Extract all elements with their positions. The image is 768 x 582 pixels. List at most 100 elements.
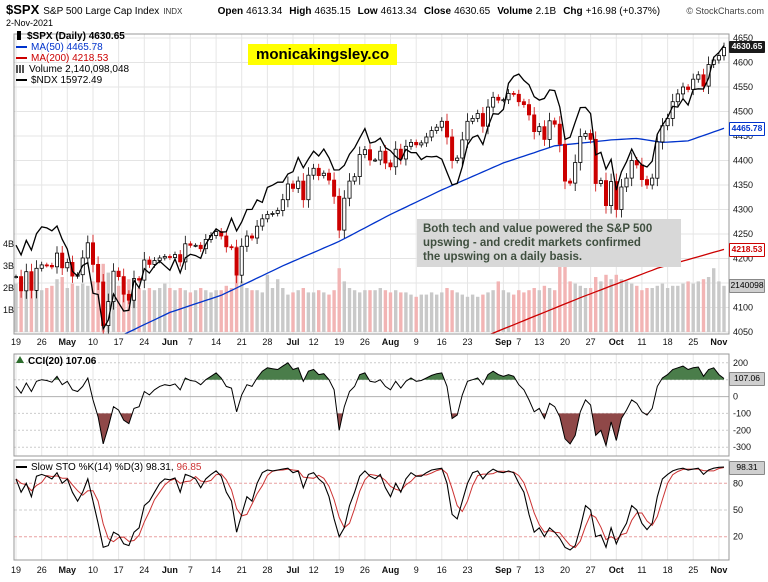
svg-text:Jul: Jul	[286, 337, 299, 347]
svg-text:28: 28	[262, 565, 272, 575]
legend-ndx: $NDX 15972.49	[16, 75, 129, 86]
svg-text:23: 23	[462, 565, 472, 575]
candlestick-icon	[17, 31, 21, 40]
svg-text:14: 14	[211, 565, 221, 575]
chart-canvas: 4050410041504200425043004350440044504500…	[3, 33, 753, 575]
svg-text:1B: 1B	[3, 305, 14, 315]
svg-text:0: 0	[733, 392, 738, 402]
moving-averages	[123, 127, 725, 334]
svg-text:18: 18	[663, 337, 673, 347]
svg-text:-300: -300	[733, 442, 751, 452]
svg-text:27: 27	[586, 337, 596, 347]
svg-text:11: 11	[637, 565, 646, 575]
svg-text:16: 16	[437, 565, 447, 575]
svg-text:4450: 4450	[733, 131, 753, 141]
svg-text:18: 18	[663, 565, 673, 575]
quote-chg-label: Chg	[563, 6, 583, 17]
svg-text:7: 7	[516, 565, 521, 575]
sto-d-value: 96.85	[176, 462, 202, 473]
svg-text:26: 26	[360, 565, 370, 575]
svg-text:4500: 4500	[733, 107, 753, 117]
svg-text:11: 11	[637, 337, 646, 347]
svg-text:Sep: Sep	[495, 337, 512, 347]
quote-low-value: 4613.34	[380, 6, 417, 17]
svg-text:50: 50	[733, 505, 743, 515]
cci-indicator-icon	[16, 356, 24, 363]
svg-text:4100: 4100	[733, 303, 753, 313]
svg-text:7: 7	[516, 337, 521, 347]
svg-text:Aug: Aug	[382, 337, 400, 347]
annotation-line: the upswing on a daily basis.	[423, 251, 583, 263]
svg-text:Jul: Jul	[286, 565, 299, 575]
svg-text:10: 10	[88, 565, 98, 575]
svg-text:26: 26	[37, 337, 47, 347]
svg-text:9: 9	[414, 337, 419, 347]
chart-date: 2-Nov-2021	[6, 18, 54, 28]
annotation-note: Both tech and value powered the S&P 500 …	[417, 219, 681, 267]
svg-text:17: 17	[114, 565, 124, 575]
svg-text:4600: 4600	[733, 58, 753, 68]
svg-text:4650: 4650	[733, 33, 753, 43]
svg-text:80: 80	[733, 478, 743, 488]
last-price-flag: 4630.65	[729, 41, 765, 53]
ma50-price-flag: 4465.78	[729, 122, 765, 136]
svg-text:20: 20	[560, 337, 570, 347]
svg-text:4350: 4350	[733, 180, 753, 190]
quote-low-label: Low	[357, 6, 378, 17]
main-chart-legend: $SPX (Daily) 4630.65 MA(50) 4465.78 MA(2…	[16, 31, 129, 86]
svg-text:Aug: Aug	[382, 565, 400, 575]
annotation-line: Both tech and value powered the S&P 500	[423, 223, 653, 235]
svg-text:26: 26	[37, 565, 47, 575]
svg-text:Nov: Nov	[710, 337, 727, 347]
sto-line-icon	[16, 466, 27, 468]
legend-volume: Volume 2,140,098,048	[16, 64, 129, 75]
svg-text:-200: -200	[733, 425, 751, 435]
svg-text:Jun: Jun	[162, 337, 178, 347]
svg-text:26: 26	[360, 337, 370, 347]
svg-text:16: 16	[437, 337, 447, 347]
svg-text:13: 13	[534, 565, 544, 575]
annotation-line: upswing - and credit markets confirmed	[423, 237, 641, 249]
quote-high-label: High	[289, 6, 312, 17]
quote-high-value: 4635.15	[314, 6, 351, 17]
svg-text:14: 14	[211, 337, 221, 347]
watermark: monicakingsley.co	[248, 44, 398, 65]
quote-volume-label: Volume	[497, 6, 533, 17]
volume-flag: 2140098	[729, 279, 765, 293]
ndx-line-icon	[16, 79, 27, 81]
quote-open-value: 4613.34	[246, 6, 283, 17]
svg-text:17: 17	[114, 337, 124, 347]
svg-text:May: May	[59, 565, 77, 575]
svg-text:12: 12	[309, 337, 319, 347]
svg-text:4400: 4400	[733, 156, 753, 166]
svg-text:21: 21	[237, 337, 247, 347]
index-name: S&P 500 Large Cap Index	[43, 6, 160, 17]
svg-text:Oct: Oct	[609, 565, 624, 575]
svg-text:3B: 3B	[3, 261, 14, 271]
svg-text:4300: 4300	[733, 205, 753, 215]
svg-text:7: 7	[188, 565, 193, 575]
svg-text:Jun: Jun	[162, 565, 178, 575]
svg-text:21: 21	[237, 565, 247, 575]
svg-text:4250: 4250	[733, 229, 753, 239]
sto-legend: Slow STO %K(14) %D(3) 98.31, 96.85	[16, 462, 201, 473]
svg-text:23: 23	[462, 337, 472, 347]
svg-text:200: 200	[733, 358, 748, 368]
legend-ma50: MA(50) 4465.78	[16, 42, 129, 53]
quote-volume-value: 2.1B	[535, 6, 557, 17]
svg-text:19: 19	[11, 565, 21, 575]
svg-text:May: May	[59, 337, 77, 347]
svg-text:-100: -100	[733, 408, 751, 418]
svg-text:2B: 2B	[3, 283, 14, 293]
svg-text:19: 19	[334, 565, 344, 575]
svg-text:20: 20	[560, 565, 570, 575]
svg-text:10: 10	[88, 337, 98, 347]
svg-text:27: 27	[586, 565, 596, 575]
quote-close-value: 4630.65	[454, 6, 491, 17]
symbol: $SPX	[6, 2, 40, 17]
svg-text:9: 9	[414, 565, 419, 575]
svg-text:24: 24	[139, 337, 149, 347]
cci-panel: 2001000-100-200-300	[14, 358, 751, 452]
svg-text:24: 24	[139, 565, 149, 575]
svg-text:4B: 4B	[3, 239, 14, 249]
